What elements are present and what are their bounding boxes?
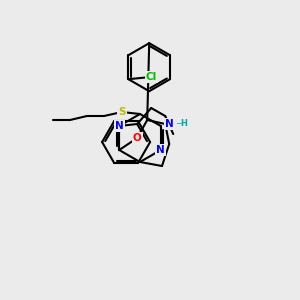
Text: N: N	[115, 121, 124, 131]
Text: O: O	[133, 133, 142, 143]
Text: Cl: Cl	[146, 72, 157, 82]
Text: S: S	[118, 107, 126, 117]
Text: N: N	[156, 145, 165, 155]
Text: N: N	[165, 119, 174, 129]
Text: ─H: ─H	[176, 119, 188, 128]
